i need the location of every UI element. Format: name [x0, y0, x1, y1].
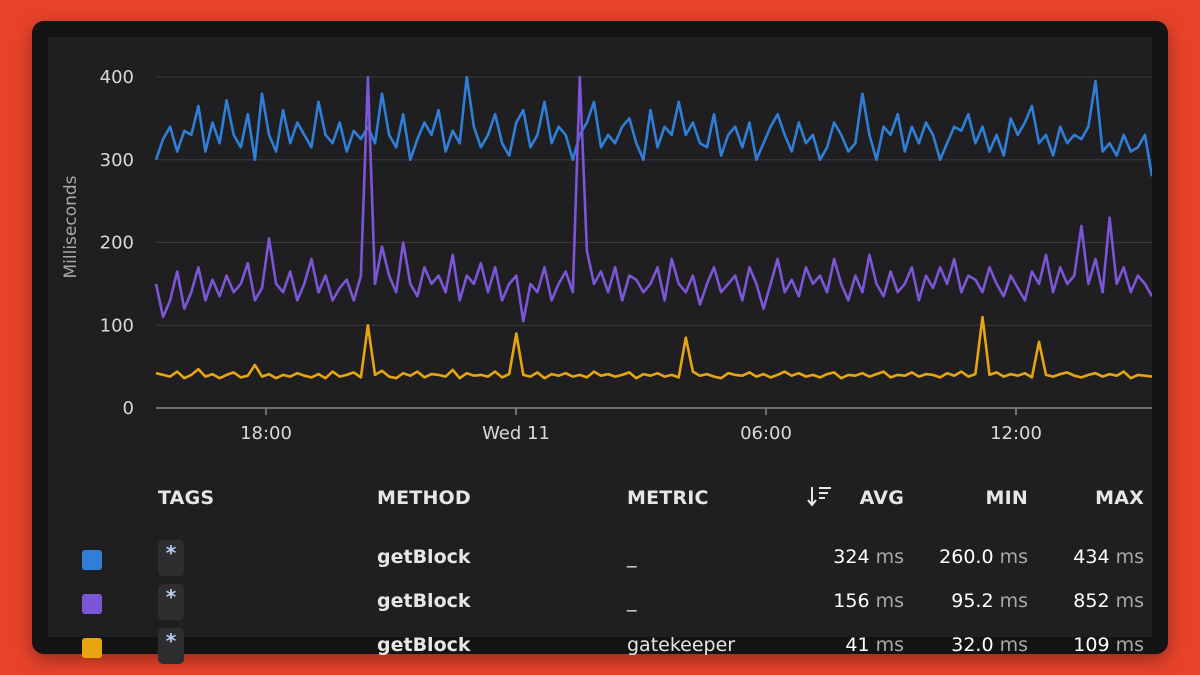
max-number: 109 — [1073, 634, 1110, 656]
avg-value: 156 ms — [820, 590, 904, 612]
series-line-1[interactable] — [154, 75, 1152, 177]
unit-label: ms — [1109, 634, 1144, 656]
metric-cell: gatekeeper — [627, 634, 736, 656]
series-line-2[interactable] — [154, 75, 1152, 323]
unit-label: ms — [993, 634, 1028, 656]
avg-header[interactable]: AVG — [859, 487, 904, 509]
sort-descending-icon[interactable] — [806, 485, 834, 509]
max-value: 109 ms — [1034, 634, 1144, 656]
series-color-swatch[interactable] — [82, 594, 102, 614]
tag-chip[interactable]: * — [158, 584, 184, 620]
max-header[interactable]: MAX — [1095, 487, 1144, 509]
unit-label: ms — [869, 590, 904, 612]
tag-chip[interactable]: * — [158, 540, 184, 576]
unit-label: ms — [869, 546, 904, 568]
min-number: 260.0 — [939, 546, 994, 568]
unit-label: ms — [993, 546, 1028, 568]
y-tick-label: 200 — [100, 233, 134, 254]
y-tick-label: 400 — [100, 67, 134, 88]
legend-row[interactable]: * getBlock gatekeeper 41 ms 32.0 ms 109 ms — [48, 628, 1152, 668]
line-chart[interactable]: 0 100 200 300 400 18:00 Wed 11 06:00 12:00 Mill… — [48, 37, 1152, 473]
legend-row[interactable]: * getBlock _ 324 ms 260.0 ms 434 ms — [48, 540, 1152, 580]
y-tick-label: 300 — [100, 150, 134, 171]
unit-label: ms — [869, 634, 904, 656]
y-tick-label: 0 — [123, 398, 134, 419]
max-value: 852 ms — [1034, 590, 1144, 612]
unit-label: ms — [993, 590, 1028, 612]
method-cell: getBlock — [377, 546, 471, 568]
method-cell: getBlock — [377, 634, 471, 656]
avg-number: 324 — [833, 546, 870, 568]
method-cell: getBlock — [377, 590, 471, 612]
x-tick-label: 12:00 — [990, 423, 1042, 444]
series-line-3[interactable] — [155, 315, 1152, 380]
min-number: 32.0 — [951, 634, 994, 656]
x-tick-label: 06:00 — [740, 423, 792, 444]
legend-table: TAGS METHOD METRIC AVG MIN MAX * getBlock… — [48, 473, 1152, 664]
tags-header[interactable]: TAGS — [158, 487, 215, 509]
avg-number: 156 — [833, 590, 870, 612]
avg-value: 41 ms — [820, 634, 904, 656]
min-value: 95.2 ms — [918, 590, 1028, 612]
max-value: 434 ms — [1034, 546, 1144, 568]
metric-cell: _ — [627, 590, 637, 612]
tag-chip[interactable]: * — [158, 628, 184, 664]
avg-value: 324 ms — [820, 546, 904, 568]
series-lines — [154, 75, 1152, 380]
unit-label: ms — [1109, 590, 1144, 612]
grid-lines — [156, 76, 1152, 409]
series-color-swatch[interactable] — [82, 638, 102, 658]
series-color-swatch[interactable] — [82, 550, 102, 570]
unit-label: ms — [1109, 546, 1144, 568]
metric-cell: _ — [627, 546, 637, 568]
y-axis: 0 100 200 300 400 — [100, 67, 134, 419]
min-header[interactable]: MIN — [985, 487, 1028, 509]
metric-header[interactable]: METRIC — [627, 487, 709, 509]
y-axis-label: Milliseconds — [61, 175, 81, 278]
max-number: 852 — [1073, 590, 1110, 612]
min-value: 32.0 ms — [918, 634, 1028, 656]
chart-window: 0 100 200 300 400 18:00 Wed 11 06:00 12:00 Mill… — [32, 21, 1168, 664]
x-tick-label: Wed 11 — [482, 423, 550, 444]
avg-number: 41 — [845, 634, 870, 656]
min-value: 260.0 ms — [918, 546, 1028, 568]
max-number: 434 — [1073, 546, 1110, 568]
legend-row[interactable]: * getBlock _ 156 ms 95.2 ms 852 ms — [48, 584, 1152, 624]
x-tick-label: 18:00 — [240, 423, 292, 444]
y-tick-label: 100 — [100, 315, 134, 336]
x-axis: 18:00 Wed 11 06:00 12:00 — [240, 408, 1042, 444]
timeseries-panel: 0 100 200 300 400 18:00 Wed 11 06:00 12:00 Mill… — [48, 37, 1152, 664]
min-number: 95.2 — [951, 590, 994, 612]
method-header[interactable]: METHOD — [377, 487, 471, 509]
